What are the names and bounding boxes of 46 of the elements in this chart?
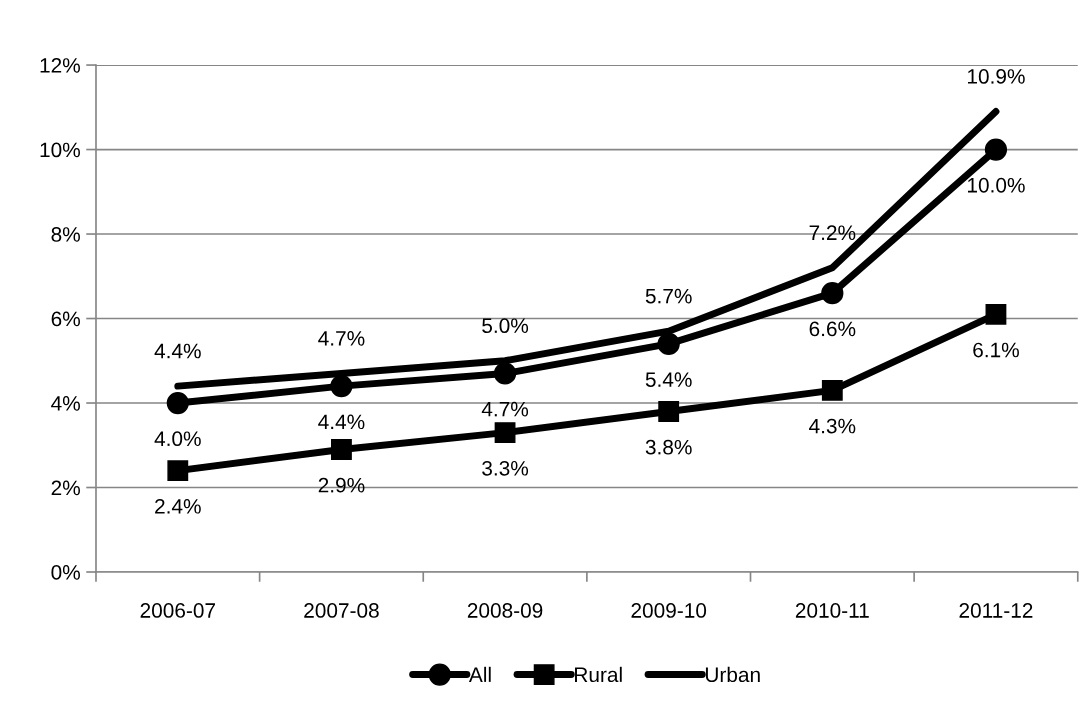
data-label: 4.4% [154,343,201,359]
data-label: 4.0% [154,431,201,447]
data-label: 5.7% [645,288,692,304]
data-label: 3.3% [482,460,529,476]
legend-label: Urban [705,666,760,683]
point [493,362,517,385]
y-tick-label: 12% [40,58,80,73]
point [985,303,1007,325]
data-label: 7.2% [809,225,856,241]
data-label: 4.4% [318,414,365,430]
point [657,332,680,355]
x-tick-label: 2011-12 [959,603,1033,618]
point [167,460,189,482]
y-tick-label: 0% [51,565,80,580]
data-label: 2.4% [155,498,201,514]
point [330,375,353,398]
point [331,439,352,460]
point [821,282,844,305]
y-tick-label: 4% [51,396,80,411]
point [166,391,189,415]
data-label: 3.8% [645,439,692,455]
data-label: 5.4% [645,372,692,387]
data-label: 10.0% [968,177,1025,193]
data-label: 4.7% [318,331,365,346]
data-label: 4.7% [481,401,529,417]
data-label: 6.6% [809,321,856,337]
x-tick-label: 2010-11 [795,603,869,618]
point [821,379,843,401]
point [984,138,1008,161]
point [494,422,516,444]
data-label: 4.3% [809,418,856,434]
y-tick-label: 6% [51,311,80,327]
y-tick-label: 8% [51,227,80,242]
point [658,401,680,422]
data-label: 10.9% [968,69,1025,84]
legend-label: All [468,666,491,682]
data-label: 5.0% [482,318,529,334]
x-tick-label: 2006-07 [140,603,215,618]
x-tick-label: 2009-10 [631,603,707,618]
x-tick-label: 2008-09 [467,603,543,618]
y-tick-label: 10% [40,142,80,158]
y-tick-label: 2% [51,480,80,496]
data-label: 6.1% [973,342,1019,358]
x-tick-label: 2007-08 [304,603,379,618]
data-label: 2.9% [318,477,365,493]
legend-label: Rural [575,666,622,683]
